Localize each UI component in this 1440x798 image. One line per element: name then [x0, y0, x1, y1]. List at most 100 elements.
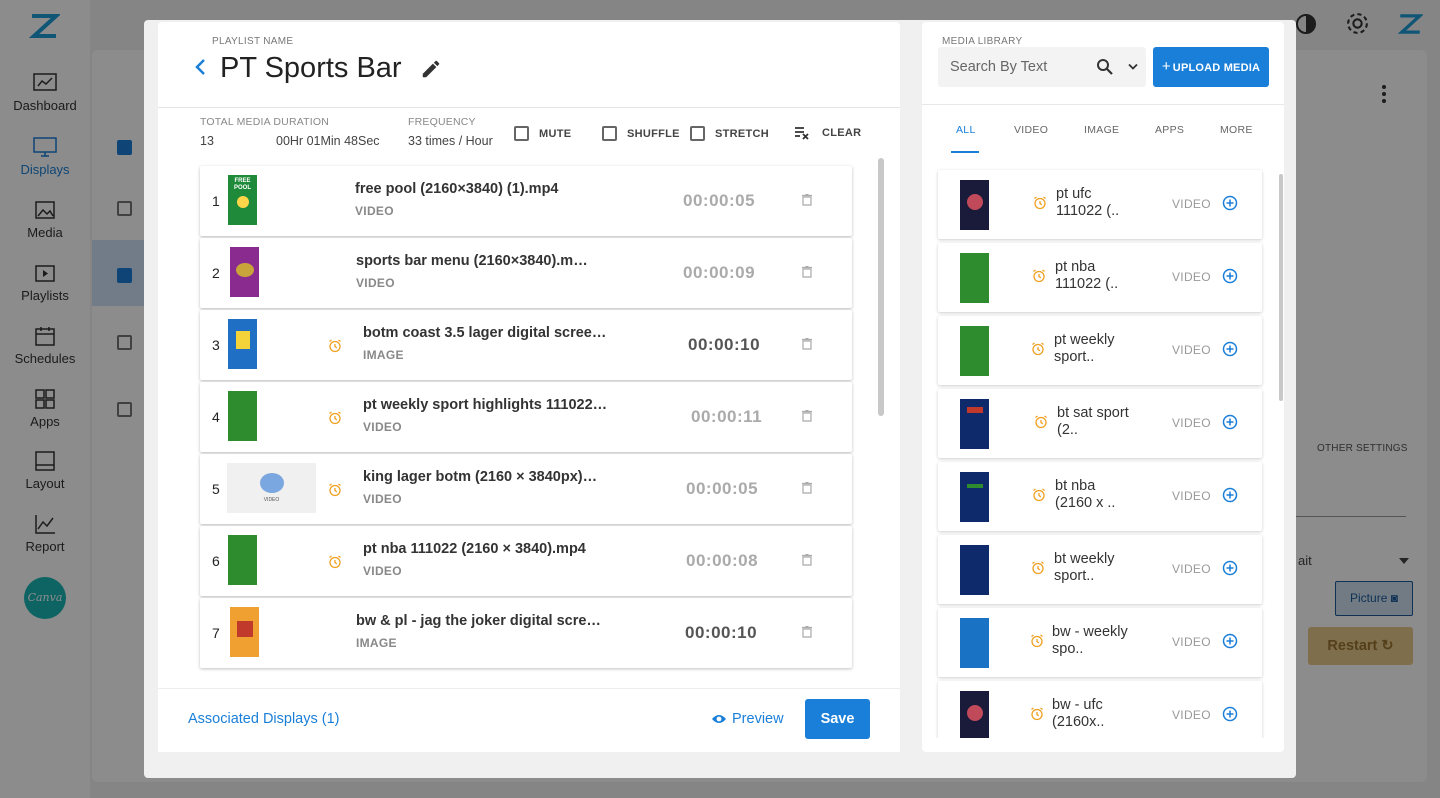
- background-row-checkbox[interactable]: [117, 402, 132, 417]
- playlist-title[interactable]: PT Sports Bar: [220, 52, 402, 84]
- trash-icon[interactable]: [802, 626, 812, 638]
- item-duration[interactable]: 00:00:08: [686, 551, 759, 570]
- playlist-item[interactable]: 4 pt weekly sport highlights 111022… VID…: [200, 382, 852, 452]
- background-row-checkbox[interactable]: [117, 335, 132, 350]
- library-item[interactable]: bw - weekly spo.. VIDEO: [938, 608, 1262, 677]
- chevron-down-icon[interactable]: [1128, 63, 1138, 71]
- alarm-clock-icon: [1032, 342, 1044, 356]
- picture-button[interactable]: Picture ◙: [1335, 581, 1413, 616]
- pencil-icon[interactable]: [420, 58, 442, 80]
- library-item[interactable]: bt sat sport (2.. VIDEO: [938, 389, 1262, 458]
- playlist-item[interactable]: 5 VIDEO king lager botm (2160 × 3840px)……: [200, 454, 852, 524]
- add-circle-icon[interactable]: [1222, 633, 1238, 649]
- media-thumbnail: [960, 545, 989, 595]
- sidebar-item-displays[interactable]: Displays: [0, 136, 90, 177]
- active-tab-indicator: [951, 151, 979, 153]
- item-name: botm coast 3.5 lager digital scree…: [363, 325, 607, 341]
- playlist-scrollbar[interactable]: [878, 158, 884, 416]
- media-thumbnail: [228, 391, 257, 441]
- item-duration[interactable]: 00:00:10: [685, 623, 758, 642]
- trash-icon[interactable]: [802, 554, 812, 566]
- alarm-clock-icon: [1035, 415, 1047, 429]
- add-circle-icon[interactable]: [1222, 341, 1238, 357]
- library-item-type: VIDEO: [1172, 343, 1211, 357]
- sidebar-item-media[interactable]: Media: [0, 199, 90, 240]
- sidebar-item-dashboard[interactable]: Dashboard: [0, 72, 90, 113]
- tab-apps[interactable]: APPS: [1155, 124, 1185, 136]
- canva-button[interactable]: Canva: [24, 577, 66, 619]
- apps-icon: [35, 389, 55, 409]
- clear-button[interactable]: CLEAR: [794, 126, 861, 140]
- search-icon[interactable]: [1096, 58, 1114, 76]
- restart-button[interactable]: Restart ↻: [1308, 627, 1413, 665]
- trash-icon[interactable]: [802, 194, 812, 206]
- tab-other-settings[interactable]: OTHER SETTINGS: [1317, 443, 1408, 454]
- stretch-checkbox[interactable]: [690, 126, 705, 141]
- library-item[interactable]: pt nba 111022 (.. VIDEO: [938, 243, 1262, 312]
- item-duration[interactable]: 00:00:05: [683, 191, 756, 210]
- playlist-item[interactable]: 7 bw & pl - jag the joker digital scre… …: [200, 598, 852, 668]
- media-library-list[interactable]: pt ufc 111022 (.. VIDEO pt nba 111022 (.. …: [922, 158, 1284, 738]
- mute-option[interactable]: MUTE: [514, 126, 571, 141]
- background-select-all-checkbox[interactable]: [117, 140, 132, 155]
- add-circle-icon[interactable]: [1222, 195, 1238, 211]
- tab-all[interactable]: ALL: [956, 124, 976, 136]
- media-thumbnail: [960, 472, 989, 522]
- tab-video[interactable]: VIDEO: [1014, 124, 1049, 136]
- sidebar-item-schedules[interactable]: Schedules: [0, 325, 90, 366]
- playlist-item[interactable]: 2 sports bar menu (2160×3840).m… VIDEO 0…: [200, 238, 852, 308]
- back-chevron-icon[interactable]: [194, 58, 206, 76]
- library-scrollbar[interactable]: [1279, 174, 1283, 401]
- item-duration[interactable]: 00:00:09: [683, 263, 756, 282]
- add-circle-icon[interactable]: [1222, 560, 1238, 576]
- upload-media-button[interactable]: + UPLOAD MEDIA: [1153, 47, 1269, 87]
- add-circle-icon[interactable]: [1222, 487, 1238, 503]
- library-item-name: pt weekly sport..: [1054, 332, 1115, 365]
- sidebar-item-layout[interactable]: Layout: [0, 450, 90, 491]
- library-item[interactable]: bt nba (2160 x .. VIDEO: [938, 462, 1262, 531]
- search-input[interactable]: [950, 47, 1090, 87]
- save-button[interactable]: Save: [805, 699, 870, 739]
- library-item[interactable]: pt weekly sport.. VIDEO: [938, 316, 1262, 385]
- library-item[interactable]: bw - ufc (2160x.. VIDEO: [938, 681, 1262, 738]
- background-row-checkbox[interactable]: [117, 268, 132, 283]
- preview-button[interactable]: Preview: [711, 711, 784, 727]
- library-item[interactable]: bt weekly sport.. VIDEO: [938, 535, 1262, 604]
- playlist-item[interactable]: 6 pt nba 111022 (2160 × 3840).mp4 VIDEO …: [200, 526, 852, 596]
- media-search[interactable]: [938, 47, 1146, 87]
- trash-icon[interactable]: [802, 410, 812, 422]
- add-circle-icon[interactable]: [1222, 414, 1238, 430]
- add-circle-icon[interactable]: [1222, 268, 1238, 284]
- playlist-item[interactable]: 1 FREE POOL free pool (2160×3840) (1).mp…: [200, 166, 852, 236]
- library-item[interactable]: pt ufc 111022 (.. VIDEO: [938, 170, 1262, 239]
- tab-more[interactable]: MORE: [1220, 124, 1253, 136]
- tab-image[interactable]: IMAGE: [1084, 124, 1120, 136]
- item-name: pt weekly sport highlights 111022…: [363, 397, 608, 413]
- gear-icon[interactable]: [1345, 11, 1370, 36]
- media-count: 13: [200, 134, 214, 148]
- sidebar-item-report[interactable]: Report: [0, 513, 90, 554]
- shuffle-option[interactable]: SHUFFLE: [602, 126, 680, 141]
- alarm-clock-icon: [1031, 634, 1043, 648]
- background-row-checkbox[interactable]: [117, 201, 132, 216]
- trash-icon[interactable]: [802, 266, 812, 278]
- item-type: IMAGE: [363, 348, 404, 362]
- theme-toggle-icon[interactable]: [1294, 12, 1318, 36]
- trash-icon[interactable]: [802, 482, 812, 494]
- item-duration[interactable]: 00:00:10: [688, 335, 761, 354]
- more-vertical-icon[interactable]: [1378, 84, 1390, 104]
- playlist-item[interactable]: 3 botm coast 3.5 lager digital scree… IM…: [200, 310, 852, 380]
- sidebar-item-apps[interactable]: Apps: [0, 388, 90, 429]
- associated-displays-link[interactable]: Associated Displays (1): [188, 711, 340, 727]
- stretch-option[interactable]: STRETCH: [690, 126, 769, 141]
- mute-checkbox[interactable]: [514, 126, 529, 141]
- playlist-items-list[interactable]: 1 FREE POOL free pool (2160×3840) (1).mp…: [158, 152, 900, 688]
- sidebar-item-playlists[interactable]: Playlists: [0, 262, 90, 303]
- trash-icon[interactable]: [802, 338, 812, 350]
- shuffle-checkbox[interactable]: [602, 126, 617, 141]
- image-icon: [35, 201, 55, 219]
- orientation-select-value[interactable]: ait: [1298, 553, 1312, 568]
- item-duration[interactable]: 00:00:11: [691, 407, 763, 426]
- item-duration[interactable]: 00:00:05: [686, 479, 759, 498]
- add-circle-icon[interactable]: [1222, 706, 1238, 722]
